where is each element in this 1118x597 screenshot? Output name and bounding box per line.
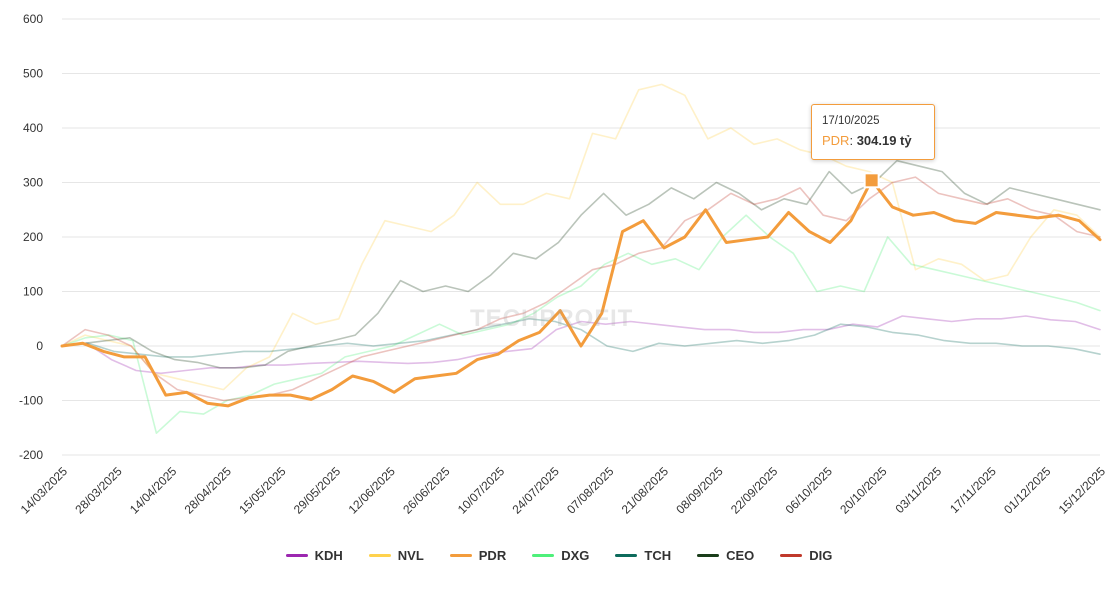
legend-label: TCH (644, 548, 672, 563)
x-tick-label: 15/12/2025 (1056, 464, 1109, 517)
x-tick-label: 29/05/2025 (291, 464, 344, 517)
legend-item-tch[interactable]: TCH (615, 548, 671, 563)
legend-label: KDH (314, 548, 343, 563)
x-tick-label: 15/05/2025 (236, 464, 289, 517)
legend: KDH NVL PDR DXG TCH CEO DIG (0, 548, 1118, 563)
x-tick-label: 01/12/2025 (1001, 464, 1054, 517)
x-tick-label: 20/10/2025 (837, 464, 890, 517)
legend-label: PDR (478, 548, 507, 563)
series-line-kdh (61, 315, 1101, 375)
legend-item-dig[interactable]: DIG (780, 548, 832, 563)
tooltip-separator: : (849, 133, 857, 148)
legend-item-ceo[interactable]: CEO (697, 548, 754, 563)
legend-item-dxg[interactable]: DXG (532, 548, 589, 563)
y-tick-label: 0 (36, 339, 43, 353)
legend-label: DIG (809, 548, 833, 563)
legend-swatch (532, 554, 555, 557)
legend-swatch (697, 554, 720, 557)
tooltip-value: 304.19 tỷ (856, 133, 912, 148)
legend-label: DXG (561, 548, 590, 563)
series-line-dig (61, 176, 1101, 402)
x-tick-label: 24/07/2025 (509, 464, 562, 517)
y-tick-label: 600 (23, 12, 43, 26)
series-line-dxg (61, 214, 1101, 434)
y-tick-label: -200 (19, 448, 43, 462)
y-tick-label: 200 (23, 230, 43, 244)
x-tick-label: 03/11/2025 (892, 464, 944, 516)
x-tick-label: 08/09/2025 (673, 464, 726, 517)
x-tick-label: 28/04/2025 (182, 464, 235, 517)
legend-swatch (615, 554, 638, 557)
tooltip-value-row: PDR: 304.19 tỷ (822, 133, 912, 148)
series-line-ceo (61, 159, 1101, 369)
series-line-tch (61, 318, 1101, 358)
y-tick-label: 300 (23, 176, 43, 190)
x-tick-label: 26/06/2025 (400, 464, 453, 517)
x-tick-label: 06/10/2025 (783, 464, 836, 517)
tooltip-marker (863, 172, 880, 189)
x-tick-label: 28/03/2025 (72, 464, 125, 517)
x-tick-label: 22/09/2025 (728, 464, 781, 517)
legend-item-nvl[interactable]: NVL (368, 548, 424, 563)
y-tick-label: -100 (19, 394, 43, 408)
series-line-nvl (61, 83, 1101, 391)
x-tick-label: 12/06/2025 (346, 464, 399, 517)
tooltip-series-name: PDR (822, 133, 850, 148)
x-tick-label: 10/07/2025 (455, 464, 508, 517)
legend-label: CEO (726, 548, 755, 563)
y-tick-label: 400 (23, 121, 43, 135)
legend-label: NVL (397, 548, 424, 563)
x-tick-label: 21/08/2025 (619, 464, 672, 517)
tooltip: 17/10/2025 PDR: 304.19 tỷ (811, 104, 935, 160)
legend-swatch (780, 554, 803, 557)
x-tick-label: 17/11/2025 (947, 464, 999, 516)
x-tick-label: 07/08/2025 (564, 464, 617, 517)
legend-swatch (368, 554, 391, 557)
series-line-pdr (60, 178, 1102, 408)
legend-item-kdh[interactable]: KDH (285, 548, 343, 563)
x-tick-label: 14/03/2025 (18, 464, 71, 517)
legend-swatch (449, 554, 472, 557)
legend-item-pdr[interactable]: PDR (449, 548, 507, 563)
tooltip-date: 17/10/2025 (822, 115, 880, 127)
y-tick-label: 100 (23, 285, 43, 299)
y-tick-label: 500 (23, 67, 43, 81)
watermark: TECHPROFIT (470, 305, 634, 332)
legend-swatch (285, 554, 308, 557)
x-tick-label: 14/04/2025 (127, 464, 180, 517)
